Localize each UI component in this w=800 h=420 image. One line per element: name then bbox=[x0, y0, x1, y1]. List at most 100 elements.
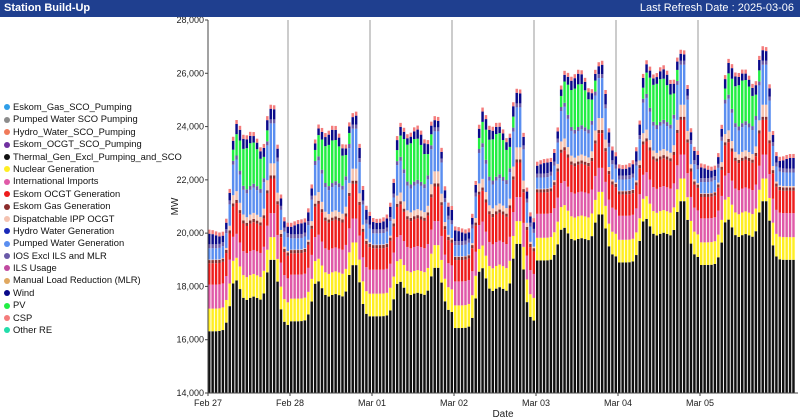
bar-segment bbox=[604, 108, 607, 140]
bar-segment bbox=[433, 183, 436, 187]
bar-segment bbox=[293, 298, 296, 322]
bar-segment bbox=[307, 291, 310, 315]
bar-segment bbox=[464, 281, 467, 306]
bar-segment bbox=[231, 136, 235, 141]
bar-segment bbox=[276, 161, 279, 193]
legend-item[interactable]: Other RE bbox=[3, 324, 173, 336]
legend-item[interactable]: IOS Excl ILS and MLR bbox=[3, 250, 173, 262]
bar-segment bbox=[706, 177, 710, 182]
bar-segment bbox=[481, 190, 484, 222]
bar-segment bbox=[624, 179, 628, 191]
bar-segment bbox=[375, 244, 378, 246]
bar-segment bbox=[430, 149, 433, 185]
bar-segment bbox=[344, 144, 348, 149]
bar-segment bbox=[426, 215, 430, 244]
bar-segment bbox=[409, 217, 413, 222]
bar-thermal bbox=[778, 259, 782, 393]
bar-segment bbox=[290, 298, 293, 322]
bar-segment bbox=[331, 129, 334, 141]
bar-segment bbox=[389, 217, 392, 222]
bar-segment bbox=[477, 191, 481, 195]
bar-segment bbox=[672, 207, 676, 231]
bar-segment bbox=[618, 190, 621, 192]
bar-stack bbox=[423, 139, 426, 393]
bar-segment bbox=[539, 213, 542, 238]
legend-item[interactable]: Wind bbox=[3, 287, 173, 299]
legend-item[interactable]: Pumped Water Generation bbox=[3, 237, 173, 249]
legend-item[interactable]: PV bbox=[3, 299, 173, 311]
bar-segment bbox=[522, 149, 525, 181]
bar-segment bbox=[344, 213, 348, 217]
bar-segment bbox=[426, 144, 430, 155]
bar-segment bbox=[303, 248, 307, 249]
bar-segment bbox=[635, 185, 638, 209]
bar-segment bbox=[324, 186, 327, 212]
bar-segment bbox=[238, 213, 242, 243]
bar-segment bbox=[395, 203, 399, 207]
bar-segment bbox=[549, 171, 553, 176]
bar-segment bbox=[737, 72, 741, 77]
bar-thermal bbox=[331, 295, 334, 393]
bar-segment bbox=[266, 145, 269, 181]
bar-segment bbox=[778, 186, 782, 191]
bar-segment bbox=[741, 151, 744, 158]
bar-segment bbox=[286, 222, 290, 227]
bar-segment bbox=[385, 244, 389, 248]
y-tick-label: 22,000 bbox=[176, 175, 204, 185]
bar-segment bbox=[679, 154, 682, 179]
bar-segment bbox=[290, 234, 293, 239]
bar-segment bbox=[348, 126, 351, 133]
bar-segment bbox=[529, 216, 532, 223]
legend-item[interactable]: Eskom_Gas_SCO_Pumping bbox=[3, 101, 173, 113]
legend-item[interactable]: CSP bbox=[3, 312, 173, 324]
bar-segment bbox=[782, 237, 785, 260]
bar-thermal bbox=[351, 265, 354, 393]
legend-item[interactable]: Dispatchable IPP OCGT bbox=[3, 213, 173, 225]
bar-segment bbox=[512, 131, 515, 167]
bar-segment bbox=[262, 270, 266, 294]
bar-segment bbox=[676, 61, 679, 70]
bar-segment bbox=[406, 270, 409, 294]
bar-segment bbox=[771, 131, 775, 136]
bar-segment bbox=[628, 190, 631, 191]
bar-segment bbox=[498, 126, 501, 134]
bar-segment bbox=[464, 305, 467, 328]
bar-segment bbox=[508, 208, 512, 237]
legend-item[interactable]: Eskom_OCGT_SCO_Pumping bbox=[3, 138, 173, 150]
bar-segment bbox=[235, 199, 238, 204]
bar-segment bbox=[313, 164, 317, 196]
bar-segment bbox=[471, 271, 474, 296]
legend-item[interactable]: Eskom OCGT Generation bbox=[3, 188, 173, 200]
bar-segment bbox=[594, 199, 597, 223]
legend-item[interactable]: Nuclear Generation bbox=[3, 163, 173, 175]
bar-segment bbox=[481, 143, 484, 148]
bar-segment bbox=[563, 102, 566, 107]
bar-segment bbox=[324, 146, 327, 184]
bar-segment bbox=[269, 108, 272, 120]
legend-item[interactable]: Pumped Water SCO Pumping bbox=[3, 113, 173, 125]
legend-label: Hydro_Water_SCO_Pumping bbox=[13, 125, 136, 137]
bar-segment bbox=[508, 146, 512, 169]
bar-segment bbox=[252, 142, 255, 184]
legend-item[interactable]: International Imports bbox=[3, 175, 173, 187]
legend-item[interactable]: Hydro Water Generation bbox=[3, 225, 173, 237]
bar-segment bbox=[720, 140, 723, 163]
legend-item[interactable]: Manual Load Reduction (MLR) bbox=[3, 274, 173, 286]
legend-item[interactable]: Eskom Gas Generation bbox=[3, 200, 173, 212]
bar-segment bbox=[573, 163, 577, 167]
bar-segment bbox=[727, 130, 730, 140]
bar-stack bbox=[354, 111, 358, 393]
bar-thermal bbox=[327, 296, 331, 393]
legend-item[interactable]: ILS Usage bbox=[3, 262, 173, 274]
bar-segment bbox=[706, 193, 710, 194]
bar-segment bbox=[785, 168, 788, 173]
bar-segment bbox=[508, 205, 512, 209]
legend-item[interactable]: Hydro_Water_SCO_Pumping bbox=[3, 126, 173, 138]
bar-thermal bbox=[354, 265, 358, 393]
bar-thermal bbox=[269, 259, 272, 393]
legend-item[interactable]: Thermal_Gen_Excl_Pumping_and_SCO bbox=[3, 151, 182, 163]
bar-stack bbox=[604, 89, 607, 393]
bar-segment bbox=[402, 211, 406, 242]
bar-segment bbox=[570, 192, 573, 217]
bar-segment bbox=[259, 225, 262, 253]
